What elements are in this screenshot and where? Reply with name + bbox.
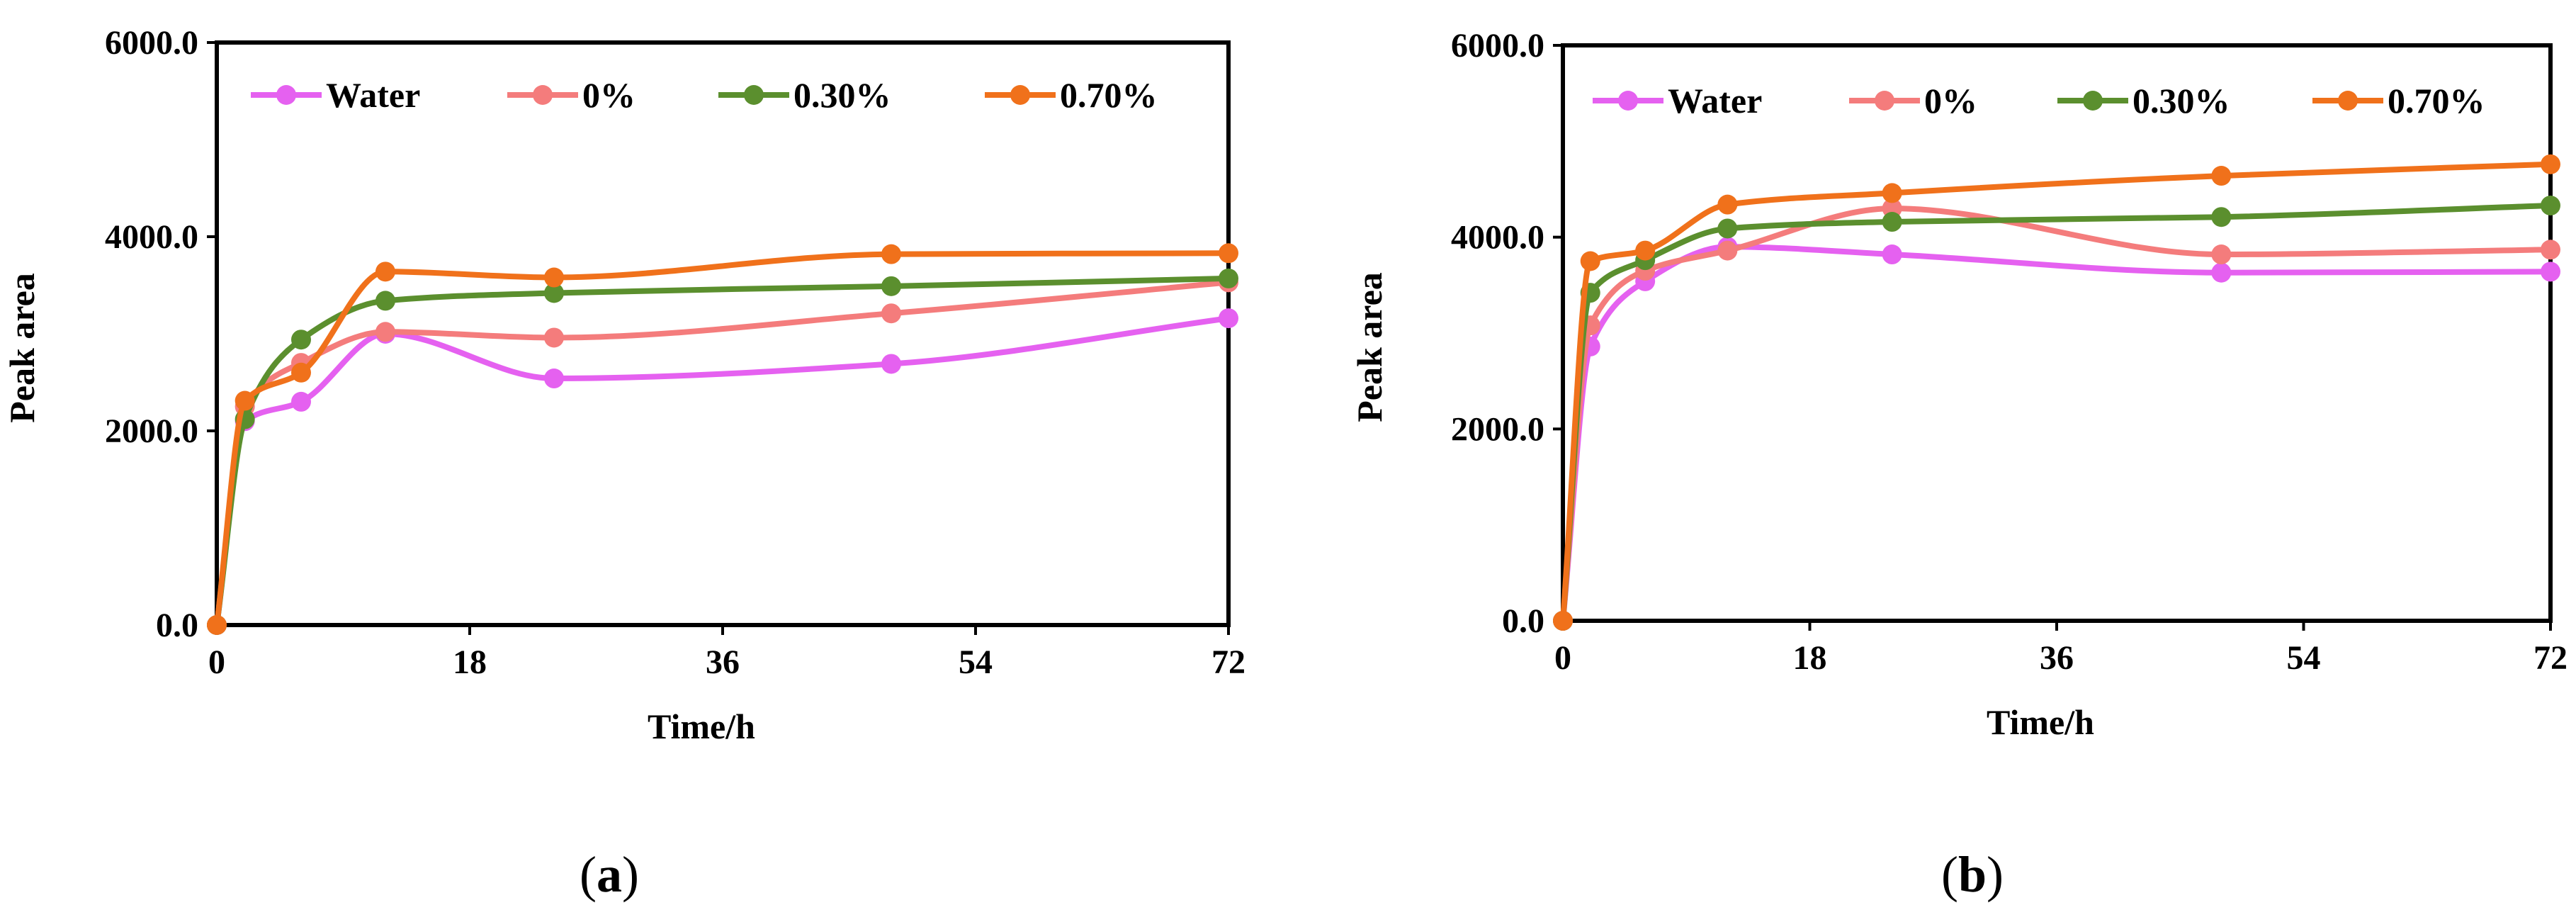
legend-label: 0.30% bbox=[2132, 81, 2230, 120]
panel-caption: (a) bbox=[580, 846, 639, 903]
data-point bbox=[544, 283, 564, 303]
data-point bbox=[881, 354, 901, 374]
caption-paren-open: ( bbox=[580, 846, 597, 903]
x-axis-title: Time/h bbox=[1987, 702, 2094, 742]
data-point bbox=[1219, 268, 1238, 288]
data-point bbox=[291, 391, 311, 412]
legend-swatch-marker bbox=[1875, 91, 1894, 111]
y-tick-label: 2000.0 bbox=[1451, 410, 1544, 448]
legend-label: Water bbox=[326, 75, 420, 115]
legend-swatch-marker bbox=[2338, 91, 2358, 111]
data-point bbox=[544, 369, 564, 389]
legend-label: 0% bbox=[1924, 81, 1977, 120]
legend-label: 0.70% bbox=[2388, 81, 2485, 120]
series-line-2 bbox=[1560, 203, 2553, 624]
data-point bbox=[2541, 196, 2560, 216]
legend-swatch-marker bbox=[1010, 85, 1030, 105]
data-point bbox=[1580, 251, 1600, 271]
data-point bbox=[881, 303, 901, 324]
x-tick-label: 54 bbox=[2287, 639, 2321, 677]
chart-panel-b: 0.0 2000.0 4000.0 6000.0 0 18 36 54 72 Time/h Peak… bbox=[1350, 27, 2567, 903]
series-line-0 bbox=[1560, 244, 2553, 624]
data-point bbox=[2211, 207, 2232, 227]
series-line-0 bbox=[214, 315, 1231, 628]
data-point bbox=[2211, 244, 2232, 265]
caption-letter: a bbox=[597, 846, 622, 903]
data-point bbox=[881, 276, 901, 296]
legend-label: 0.30% bbox=[793, 75, 891, 115]
x-tick-label: 72 bbox=[2533, 639, 2567, 677]
data-point bbox=[1717, 218, 1738, 239]
data-point bbox=[1882, 212, 1902, 232]
legend-label: 0% bbox=[582, 75, 635, 115]
legend-swatch-marker bbox=[2083, 91, 2103, 111]
legend-swatch-marker bbox=[533, 85, 553, 105]
y-tick-label: 6000.0 bbox=[105, 24, 198, 62]
y-tick-label: 4000.0 bbox=[1451, 219, 1544, 257]
x-tick-label: 54 bbox=[959, 643, 993, 681]
data-point bbox=[291, 330, 311, 350]
legend-swatch-marker bbox=[744, 85, 764, 105]
data-point bbox=[375, 322, 395, 342]
data-point bbox=[1219, 308, 1238, 329]
data-point bbox=[544, 327, 564, 348]
data-point bbox=[2211, 166, 2232, 186]
y-axis-title: Peak area bbox=[1350, 272, 1389, 422]
series-line-3 bbox=[214, 250, 1231, 628]
data-point bbox=[1635, 240, 1656, 261]
legend-swatch-marker bbox=[1618, 91, 1638, 111]
data-point bbox=[2541, 240, 2560, 260]
data-point bbox=[291, 362, 311, 383]
legend-label: 0.70% bbox=[1060, 75, 1158, 115]
caption-paren-close: ) bbox=[622, 846, 639, 903]
data-point bbox=[1717, 194, 1738, 215]
data-point bbox=[2541, 154, 2560, 174]
data-point bbox=[375, 291, 395, 311]
data-point bbox=[1882, 244, 1902, 265]
y-tick-label: 4000.0 bbox=[105, 218, 198, 256]
x-tick-label: 0 bbox=[208, 643, 225, 681]
data-point bbox=[1219, 243, 1238, 264]
series-line-1 bbox=[214, 279, 1231, 628]
x-tick-label: 72 bbox=[1211, 643, 1245, 681]
data-point bbox=[235, 390, 255, 411]
data-point bbox=[207, 615, 227, 635]
chart-panel-a: 0.0 2000.0 4000.0 6000.0 0 18 36 54 72 Time/h Peak… bbox=[2, 24, 1245, 903]
x-tick-label: 36 bbox=[706, 643, 740, 681]
data-point bbox=[1553, 611, 1573, 631]
caption-letter: b bbox=[1958, 846, 1987, 903]
data-point bbox=[881, 244, 901, 264]
legend-swatch-marker bbox=[276, 85, 296, 105]
legend-label: Water bbox=[1668, 81, 1762, 120]
y-tick-label: 0.0 bbox=[156, 607, 198, 644]
x-tick-label: 0 bbox=[1554, 639, 1571, 677]
y-tick-label: 2000.0 bbox=[105, 412, 198, 450]
data-point bbox=[375, 261, 395, 282]
x-axis-title: Time/h bbox=[648, 707, 755, 746]
caption-paren-close: ) bbox=[1987, 846, 2004, 903]
data-point bbox=[2211, 262, 2232, 283]
data-point bbox=[2541, 261, 2560, 282]
y-tick-label: 0.0 bbox=[1502, 602, 1544, 640]
data-point bbox=[1882, 183, 1902, 203]
data-point bbox=[1717, 240, 1738, 261]
data-point bbox=[544, 267, 564, 288]
plot-frame bbox=[1561, 43, 2553, 623]
y-tick-label: 6000.0 bbox=[1451, 27, 1544, 64]
x-tick-label: 18 bbox=[453, 643, 487, 681]
caption-paren-open: ( bbox=[1941, 846, 1958, 903]
y-axis-title: Peak area bbox=[2, 273, 42, 423]
panel-caption: (b) bbox=[1941, 846, 2004, 903]
x-tick-label: 18 bbox=[1793, 639, 1827, 677]
x-tick-label: 36 bbox=[2040, 639, 2074, 677]
series-line-3 bbox=[1560, 161, 2553, 624]
